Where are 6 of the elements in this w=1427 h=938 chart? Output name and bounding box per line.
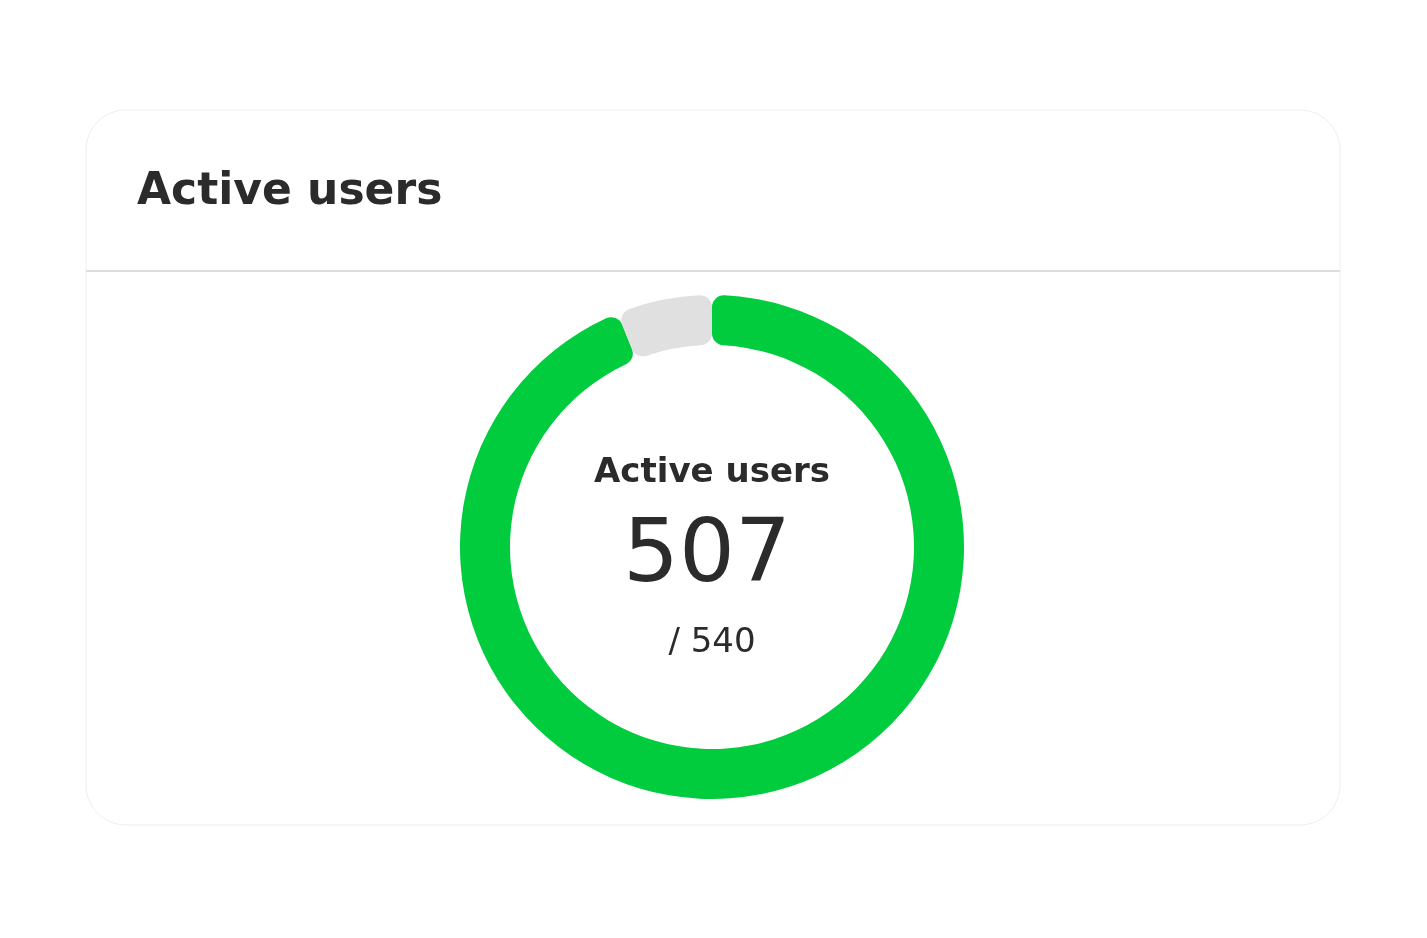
chart-title: Active users [137, 163, 443, 214]
donut-slice [460, 295, 964, 799]
text: / 540 [668, 620, 756, 660]
donut-slice [621, 295, 712, 357]
text: 507 [623, 499, 791, 602]
text: Active users [594, 450, 830, 490]
